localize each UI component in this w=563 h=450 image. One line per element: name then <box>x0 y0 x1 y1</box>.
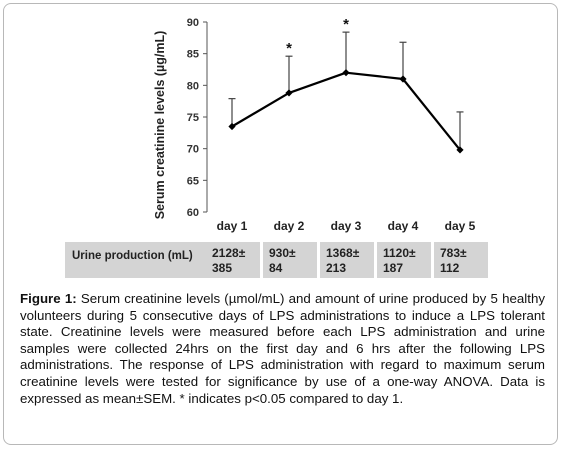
data-point <box>228 122 236 131</box>
creatinine-line-chart: Serum creatinine levels (µg/mL) 60 65 70 75… <box>65 16 488 278</box>
x-tick-label: day 4 <box>388 219 419 233</box>
urine-production-table: Urine production (mL) 2128±385 930±84 1368±… <box>65 242 488 278</box>
x-tick-label: day 3 <box>331 219 362 233</box>
table-cell-text: 385 <box>212 261 232 275</box>
table-cell-text: 783± <box>440 246 467 260</box>
significance-marker: * <box>343 16 349 33</box>
table-cell-text: 930± <box>269 246 296 260</box>
table-cell-text: 187 <box>383 261 403 275</box>
error-bars <box>228 31 464 150</box>
table-cell <box>434 242 488 278</box>
series-line <box>231 71 461 151</box>
data-point <box>285 89 293 97</box>
x-tick-labels: day 1 day 2 day 3 day 4 day 5 <box>217 219 476 233</box>
y-axis-label: Serum creatinine levels (µg/mL) <box>153 31 167 220</box>
y-tick-label: 65 <box>187 175 199 187</box>
table-cell-text: 84 <box>269 261 283 275</box>
x-tick-label: day 5 <box>445 219 476 233</box>
data-point <box>342 69 350 77</box>
figure-caption: Figure 1: Serum creatinine levels (µmol/… <box>20 291 545 407</box>
table-cell-text: 1120± <box>383 246 416 260</box>
y-tick-label: 80 <box>187 80 199 92</box>
table-cell <box>263 242 317 278</box>
y-tick-label: 60 <box>187 207 199 219</box>
data-point <box>399 75 407 83</box>
x-tick-label: day 1 <box>217 219 248 233</box>
table-cell <box>206 242 260 278</box>
caption-text: Serum creatinine levels (µmol/mL) and am… <box>20 291 545 406</box>
data-points <box>228 69 464 154</box>
significance-marker: * <box>286 40 292 57</box>
table-row-label: Urine production (mL) <box>72 250 193 262</box>
y-tick-label: 90 <box>187 17 199 29</box>
figure-frame <box>3 3 558 445</box>
table-cell-text: 1368± <box>326 246 360 260</box>
table-cell-text: 112 <box>440 261 460 275</box>
data-point <box>456 146 464 154</box>
table-cell-text: 2128± <box>212 246 246 260</box>
significance-markers: ** <box>286 16 349 57</box>
table-cell <box>377 242 431 278</box>
caption-label: Figure 1: <box>20 291 77 306</box>
y-tick-label: 85 <box>187 49 199 61</box>
y-tick-label: 75 <box>187 112 199 124</box>
table-row-label-cell <box>65 242 211 278</box>
table-cell-text: 213 <box>326 261 346 275</box>
y-tick-label: 70 <box>187 144 199 156</box>
x-tick-label: day 2 <box>274 219 305 233</box>
series-polyline <box>231 71 461 151</box>
y-axis: 60 65 70 75 80 85 90 <box>187 17 208 219</box>
table-cell <box>320 242 374 278</box>
